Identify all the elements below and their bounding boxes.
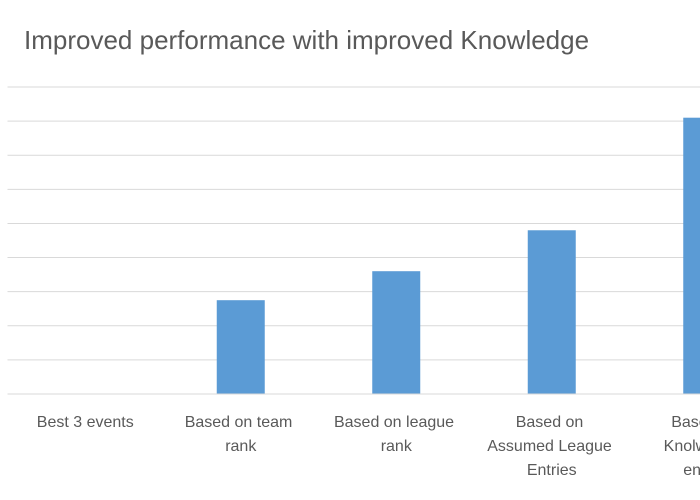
x-tick-label: Based on Assumed League Entries: [487, 414, 616, 479]
chart-title: Improved performance with improved Knowl…: [24, 25, 589, 55]
bar: [527, 230, 576, 394]
bar: [683, 117, 700, 394]
bar: [216, 300, 265, 394]
bar: [372, 271, 421, 394]
x-tick-label: Best 3 events: [37, 414, 134, 431]
x-tick-label: Based on Knolwledge entries: [664, 414, 700, 479]
x-tick-label: Based on league rank: [334, 414, 459, 455]
x-tick-label: Based on team rank: [185, 414, 297, 455]
